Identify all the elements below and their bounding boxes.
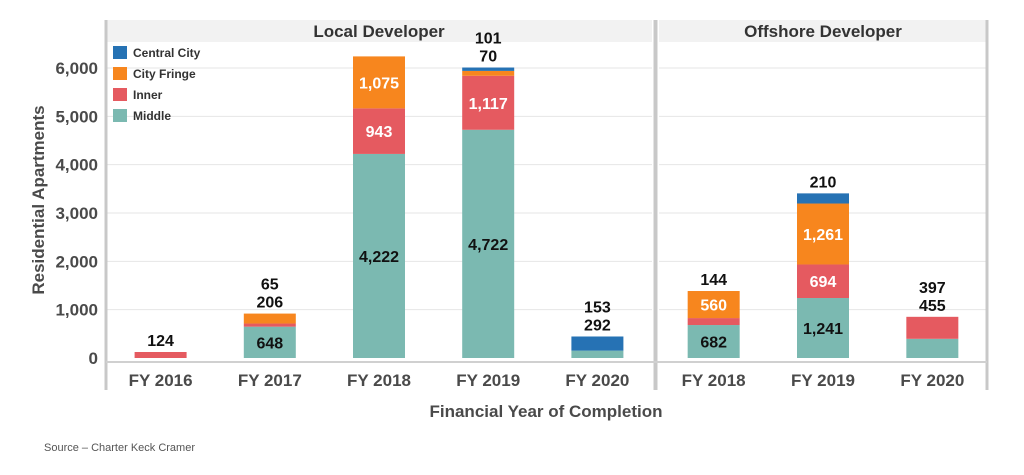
bar-segment-middle <box>571 350 624 358</box>
data-label: 65 <box>261 277 279 294</box>
bar-segment-city-fringe <box>462 70 515 76</box>
bar-segment-city-fringe <box>243 313 296 324</box>
data-label: 4,222 <box>359 249 399 266</box>
bar-segment-central-city <box>797 193 849 204</box>
x-axis-title: Financial Year of Completion <box>429 402 662 421</box>
bar-segment-middle <box>797 298 849 358</box>
data-label: 70 <box>479 49 497 66</box>
bar-segment-middle <box>353 153 405 358</box>
data-label: 124 <box>147 333 174 350</box>
data-label: 1,117 <box>469 96 508 113</box>
legend-swatch <box>113 67 127 80</box>
data-label: 455 <box>919 298 946 315</box>
data-label: 206 <box>256 295 283 312</box>
data-label: 144 <box>700 272 727 289</box>
bar-segment-city-fringe <box>687 291 740 319</box>
panel-header <box>659 20 987 42</box>
bar-segment-inner <box>462 75 515 130</box>
y-tick-label: 5,000 <box>55 107 98 126</box>
x-tick-label: FY 2017 <box>238 371 302 390</box>
legend-swatch <box>113 46 127 59</box>
legend-label: Middle <box>133 109 171 123</box>
x-tick-label: FY 2020 <box>565 371 629 390</box>
data-label: 397 <box>919 280 946 297</box>
bar-segment-city-fringe <box>353 56 405 109</box>
bar-segment-inner <box>353 108 405 154</box>
panel-header <box>106 20 652 42</box>
data-label: 682 <box>700 335 727 352</box>
bar-segment-inner <box>134 352 187 358</box>
bar-segment-inner <box>687 318 740 326</box>
y-tick-label: 6,000 <box>55 59 98 78</box>
data-label: 101 <box>475 31 502 48</box>
data-label: 694 <box>810 274 837 291</box>
y-tick-label: 2,000 <box>55 252 98 271</box>
data-label: 4,722 <box>468 237 508 254</box>
data-label: 210 <box>810 174 837 191</box>
legend-label: Central City <box>133 46 201 60</box>
data-label: 1,261 <box>803 227 843 244</box>
data-label: 648 <box>256 335 283 352</box>
legend-label: Inner <box>133 88 163 102</box>
bar-segment-middle <box>687 325 740 358</box>
x-tick-label: FY 2016 <box>129 371 193 390</box>
legend-swatch <box>113 109 127 122</box>
data-label: 560 <box>700 298 727 315</box>
x-tick-label: FY 2018 <box>347 371 411 390</box>
bar-segment-middle <box>243 326 296 358</box>
bar-segment-city-fringe <box>797 203 849 265</box>
bar-segment-middle <box>462 129 515 358</box>
x-tick-label: FY 2019 <box>791 371 855 390</box>
bar-segment-inner <box>243 323 296 327</box>
x-tick-label: FY 2019 <box>456 371 520 390</box>
bar-segment-central-city <box>571 336 624 351</box>
y-tick-label: 3,000 <box>55 204 98 223</box>
panel-title: Offshore Developer <box>744 22 902 41</box>
bar-segment-inner <box>906 316 959 339</box>
bar-segment-central-city <box>462 67 515 71</box>
source-note: Source – Charter Keck Cramer <box>44 442 195 454</box>
y-tick-label: 1,000 <box>55 301 98 320</box>
x-tick-label: FY 2020 <box>900 371 964 390</box>
bar-segment-middle <box>906 338 959 358</box>
data-label: 292 <box>584 317 611 334</box>
data-label: 1,075 <box>359 75 399 92</box>
y-tick-label: 4,000 <box>55 156 98 175</box>
y-tick-label: 0 <box>89 349 98 368</box>
data-label: 943 <box>366 124 393 141</box>
legend-swatch <box>113 88 127 101</box>
panel-title: Local Developer <box>313 22 445 41</box>
bar-segment-inner <box>797 264 849 299</box>
data-label: 153 <box>584 299 611 316</box>
stacked-bar-chart: Local Developer Offshore Developer 0 1,000 2… <box>29 20 989 421</box>
legend-label: City Fringe <box>133 67 196 81</box>
data-label: 1,241 <box>803 321 843 338</box>
x-tick-label: FY 2018 <box>682 371 746 390</box>
y-axis-title: Residential Apartments <box>29 105 48 294</box>
